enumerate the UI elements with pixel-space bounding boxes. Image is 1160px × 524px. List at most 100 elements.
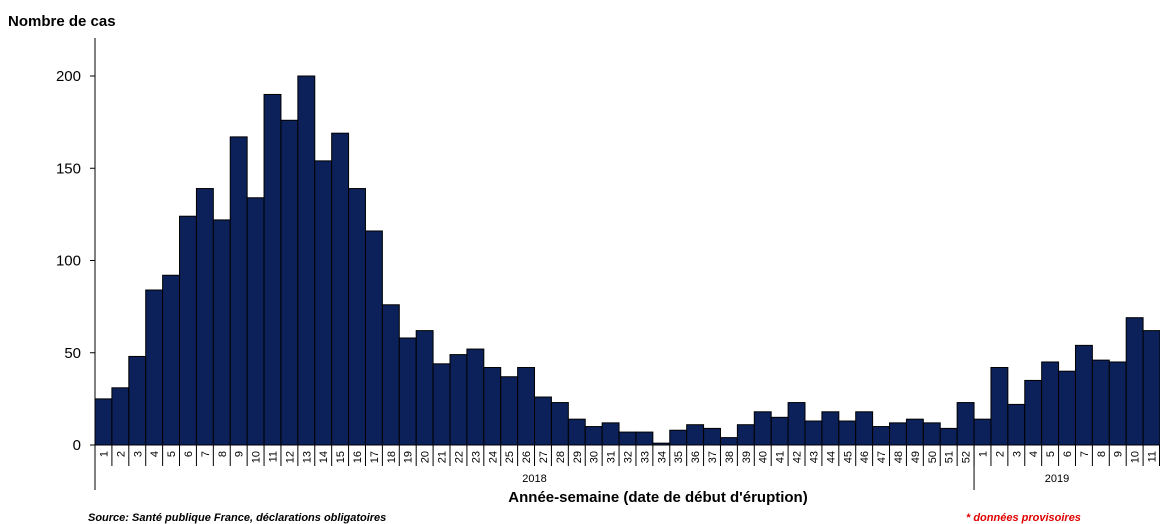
x-tick-label: 37: [707, 451, 719, 463]
bar: [162, 274, 181, 446]
bar: [567, 418, 586, 446]
x-tick-label: 20: [420, 451, 432, 463]
y-tick-label: 50: [64, 345, 81, 362]
x-tick-label: 19: [403, 451, 415, 463]
provisional-note: * données provisoires: [966, 512, 1081, 524]
bar: [111, 387, 130, 446]
y-tick-label: 150: [56, 160, 81, 177]
x-tick-label: 6: [1062, 451, 1074, 457]
bar: [449, 354, 468, 446]
x-tick-label: 10: [1130, 451, 1142, 463]
x-tick-label: 25: [504, 451, 516, 463]
bar: [635, 431, 654, 446]
x-tick-label: 36: [690, 451, 702, 463]
x-tick-label: 14: [318, 451, 330, 463]
bar: [229, 136, 248, 446]
x-tick-label: 51: [944, 451, 956, 463]
x-tick-label: 10: [251, 451, 263, 463]
x-tick-label: 5: [166, 451, 178, 457]
bar: [1142, 330, 1160, 446]
x-axis-title: Année-semaine (date de début d'éruption): [508, 489, 807, 506]
bar: [94, 398, 113, 446]
x-tick-label: 9: [1113, 451, 1125, 457]
x-tick-label: 4: [1028, 451, 1040, 457]
x-tick-label: 1: [98, 451, 110, 457]
x-axis: 1 2 3 4 5 6 7 8 9 10 11 12 13 14 15 16 17 18 19 20 21 22 23 24 2…: [94, 444, 1160, 490]
bar: [1024, 379, 1043, 446]
x-tick-label: 32: [623, 451, 635, 463]
bar: [246, 197, 265, 446]
x-tick-label: 1: [978, 451, 990, 457]
bar: [821, 411, 840, 446]
x-tick-label: 46: [859, 451, 871, 463]
y-tick-label: 200: [56, 68, 81, 85]
bar: [128, 355, 147, 446]
x-tick-label: 48: [893, 451, 905, 463]
x-tick-label: 45: [842, 451, 854, 463]
x-tick-label: 42: [792, 451, 804, 463]
bar: [787, 402, 806, 446]
bar: [280, 119, 299, 446]
bar: [990, 367, 1009, 446]
x-tick-label: 26: [521, 451, 533, 463]
bar: [195, 188, 214, 446]
x-tick-label: 39: [741, 451, 753, 463]
bar: [838, 420, 857, 446]
bar: [179, 215, 197, 446]
x-tick-label: 17: [369, 451, 381, 463]
x-tick-label: 28: [555, 451, 567, 463]
x-tick-label: 3: [1011, 451, 1023, 457]
x-tick-label: 30: [589, 451, 601, 463]
bar: [872, 426, 891, 446]
bar: [348, 188, 366, 446]
x-tick-label: 44: [825, 451, 837, 463]
bar: [297, 75, 316, 446]
x-tick-label: 7: [1079, 451, 1091, 457]
x-tick-label: 16: [352, 451, 364, 463]
x-tick-label: 24: [487, 451, 499, 463]
x-tick-label: 21: [437, 451, 449, 463]
x-tick-label: 29: [572, 451, 584, 463]
bar: [1091, 359, 1110, 446]
x-tick-label: 31: [606, 451, 618, 463]
bar: [770, 416, 789, 446]
bar: [1108, 361, 1127, 446]
x-tick-label: 13: [301, 451, 313, 463]
bar: [1125, 317, 1144, 446]
bar: [889, 422, 907, 446]
x-tick-label: 40: [758, 451, 770, 463]
bar: [686, 424, 705, 446]
x-tick-label: 2: [115, 451, 127, 457]
x-tick-label: 9: [234, 451, 246, 457]
bar: [1041, 361, 1060, 446]
bar: [381, 304, 400, 446]
bar: [939, 427, 958, 446]
year-label: 2019: [1045, 473, 1069, 485]
bar: [905, 418, 924, 446]
bar: [804, 420, 823, 446]
bar: [956, 402, 975, 446]
bar: [922, 422, 941, 446]
bar: [534, 396, 552, 446]
y-axis: 0 50 100 150 200: [56, 38, 96, 454]
x-tick-label: 11: [268, 451, 280, 462]
x-tick-label: 12: [284, 451, 296, 463]
bars: [94, 75, 1160, 446]
x-tick-label: 7: [200, 451, 212, 457]
bar: [973, 418, 992, 446]
bar: [263, 93, 282, 446]
x-tick-label: 4: [149, 451, 161, 457]
bar: [550, 402, 569, 446]
bar: [331, 132, 350, 446]
bar: [736, 424, 755, 446]
bar: [753, 411, 772, 446]
x-tick-label: 27: [538, 451, 550, 463]
x-tick-label: 52: [961, 451, 973, 463]
bar: [669, 429, 688, 446]
bar: [483, 367, 502, 446]
x-tick-label: 15: [335, 451, 347, 463]
x-tick-label: 6: [183, 451, 195, 457]
bar: [584, 426, 603, 446]
x-tick-label: 22: [453, 451, 465, 463]
x-tick-label: 18: [386, 451, 398, 463]
